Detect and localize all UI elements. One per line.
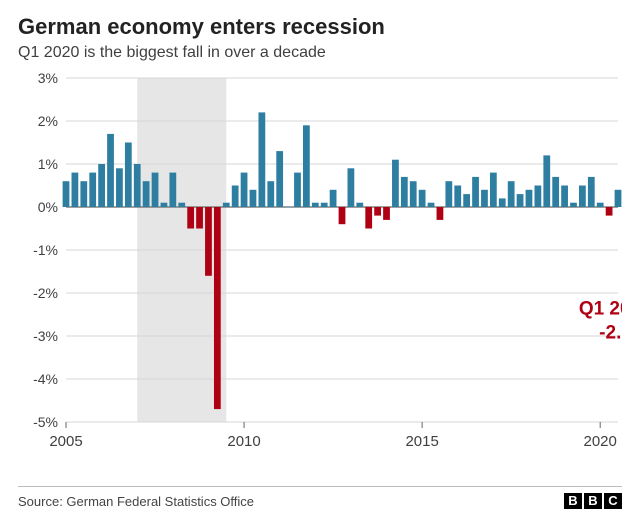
bar: [125, 143, 132, 208]
y-tick-label: 1%: [38, 156, 58, 172]
bar: [472, 177, 479, 207]
bar: [63, 181, 70, 207]
bar: [428, 203, 435, 207]
bar: [499, 198, 506, 207]
y-tick-label: -4%: [33, 371, 58, 387]
y-tick-label: 3%: [38, 72, 58, 86]
bar: [205, 207, 212, 276]
bar: [517, 194, 524, 207]
bar: [214, 207, 221, 409]
bar: [303, 125, 310, 207]
bar: [454, 186, 461, 208]
bar: [80, 181, 87, 207]
bar: [597, 203, 604, 207]
bar: [356, 203, 363, 207]
bar: [615, 190, 622, 207]
bar: [232, 186, 239, 208]
bar: [365, 207, 372, 229]
bar: [606, 207, 613, 216]
bar: [223, 203, 230, 207]
bar: [463, 194, 470, 207]
bar-chart: -5% -4% -3% -2% -1% 0% 1% 2% 3% 2005 2010 2015 2020 Q…: [18, 72, 622, 467]
bar: [445, 181, 452, 207]
bar: [276, 151, 283, 207]
bar: [187, 207, 194, 229]
bar: [196, 207, 203, 229]
bar: [561, 186, 568, 208]
bar: [107, 134, 114, 207]
bar: [294, 173, 301, 207]
bar: [285, 207, 292, 208]
bar: [543, 155, 550, 207]
y-tick-label: -1%: [33, 242, 58, 258]
bar: [552, 177, 559, 207]
bar: [490, 173, 497, 207]
bar: [267, 181, 274, 207]
bar: [152, 173, 159, 207]
bar: [437, 207, 444, 220]
bar: [72, 173, 79, 207]
bar: [134, 164, 141, 207]
bar: [143, 181, 150, 207]
bar: [419, 190, 426, 207]
bar: [392, 160, 399, 207]
bar: [383, 207, 390, 220]
bar: [89, 173, 96, 207]
chart-subtitle: Q1 2020 is the biggest fall in over a de…: [18, 44, 622, 62]
source-label: Source: German Federal Statistics Office: [18, 494, 254, 509]
chart-title: German economy enters recession: [18, 14, 622, 40]
bbc-logo-block: B: [584, 493, 602, 509]
bar: [161, 203, 168, 207]
y-tick-label: -5%: [33, 414, 58, 430]
bar: [169, 173, 176, 207]
bar: [508, 181, 515, 207]
bar: [330, 190, 337, 207]
y-tick-label: -3%: [33, 328, 58, 344]
bar: [348, 168, 355, 207]
bar: [178, 203, 185, 207]
bbc-logo-block: B: [564, 493, 582, 509]
x-tick-label: 2020: [584, 433, 617, 450]
bar: [401, 177, 408, 207]
y-tick-label: -2%: [33, 285, 58, 301]
bbc-logo: BBC: [564, 493, 622, 509]
bar: [321, 203, 328, 207]
bar: [258, 112, 265, 207]
bar: [481, 190, 488, 207]
bar: [526, 190, 533, 207]
x-tick-label: 2010: [227, 433, 260, 450]
bar: [579, 186, 586, 208]
bar: [534, 186, 541, 208]
x-tick-label: 2005: [49, 433, 82, 450]
bbc-logo-block: C: [604, 493, 622, 509]
y-tick-label: 0%: [38, 199, 58, 215]
x-tick-label: 2015: [405, 433, 438, 450]
bar: [98, 164, 105, 207]
bar: [250, 190, 257, 207]
bar: [570, 203, 577, 207]
bar: [241, 173, 248, 207]
bar: [588, 177, 595, 207]
callout-line1: Q1 2020:: [579, 299, 622, 320]
footer: Source: German Federal Statistics Office…: [18, 486, 622, 509]
chart-svg: -5% -4% -3% -2% -1% 0% 1% 2% 3% 2005 2010 2015 2020 Q…: [18, 72, 622, 467]
callout-line2: -2.2%: [599, 323, 622, 344]
bar: [339, 207, 346, 224]
bar: [312, 203, 319, 207]
bar: [410, 181, 417, 207]
bar: [374, 207, 381, 216]
y-tick-label: 2%: [38, 113, 58, 129]
bar: [116, 168, 123, 207]
